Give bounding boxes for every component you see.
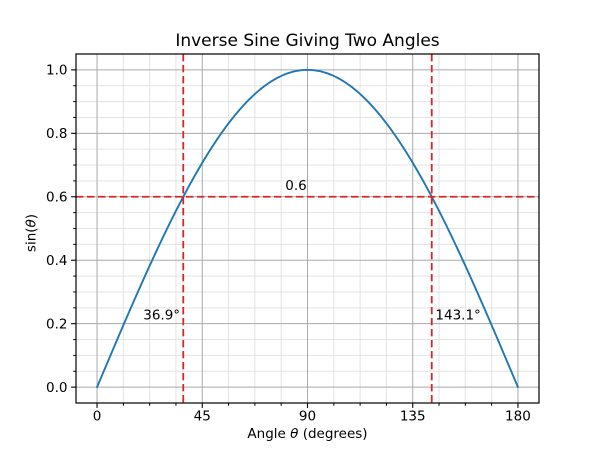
x-axis-label: Angle θ (degrees) xyxy=(247,426,368,442)
annotation-2: 143.1° xyxy=(435,308,480,324)
annotation-1: 36.9° xyxy=(143,308,180,324)
x-tick-label: 0 xyxy=(93,409,102,425)
y-axis-label: sin(θ) xyxy=(23,213,40,253)
y-tick-label: 0.8 xyxy=(46,126,67,142)
y-tick-label: 0.6 xyxy=(46,189,67,205)
plot-border xyxy=(75,53,540,404)
y-tick-label: 1.0 xyxy=(46,63,67,79)
y-tick-label: 0.0 xyxy=(46,380,67,396)
x-tick-label: 180 xyxy=(505,409,531,425)
sine-curve xyxy=(96,68,519,389)
y-tick-label: 0.4 xyxy=(46,253,67,269)
x-tick-label: 45 xyxy=(194,409,211,425)
annotation-0: 0.6 xyxy=(285,178,306,194)
x-tick-label: 90 xyxy=(299,409,316,425)
chart-title: Inverse Sine Giving Two Angles xyxy=(175,31,440,51)
x-tick-label: 135 xyxy=(400,409,426,425)
y-tick-label: 0.2 xyxy=(46,316,67,332)
